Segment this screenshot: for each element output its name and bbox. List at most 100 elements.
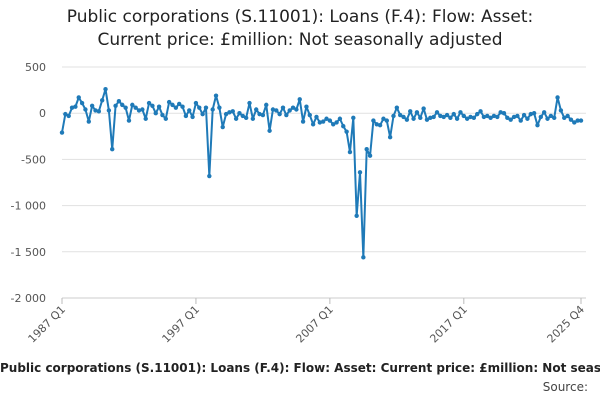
data-point xyxy=(280,105,286,110)
data-point xyxy=(354,213,359,218)
data-point xyxy=(367,153,373,158)
data-point xyxy=(327,118,333,123)
source-label: Source: xyxy=(542,380,588,394)
data-point xyxy=(140,107,145,112)
data-point xyxy=(511,114,517,120)
data-point xyxy=(565,113,570,119)
data-point xyxy=(518,118,523,123)
data-point xyxy=(213,93,219,98)
y-tick-label: -500 xyxy=(21,153,46,166)
data-series xyxy=(59,86,584,260)
data-point xyxy=(374,122,379,127)
data-point xyxy=(344,129,349,134)
data-point xyxy=(401,114,406,120)
data-point xyxy=(448,115,453,121)
data-point xyxy=(146,100,152,106)
data-point xyxy=(260,112,266,118)
data-point xyxy=(277,111,282,117)
data-point xyxy=(203,105,209,110)
data-point xyxy=(166,99,172,105)
data-point xyxy=(485,113,490,119)
data-point xyxy=(578,118,584,123)
data-point xyxy=(163,116,168,121)
data-point xyxy=(133,105,138,110)
data-point xyxy=(568,117,574,122)
data-point xyxy=(126,118,132,123)
y-tick-label: -2 000 xyxy=(11,292,46,305)
data-point xyxy=(180,104,185,109)
chart-title-line-1: Public corporations (S.11001): Loans (F.… xyxy=(66,7,534,27)
gridlines xyxy=(62,66,586,299)
data-point xyxy=(69,105,75,110)
data-point xyxy=(394,105,400,110)
data-point xyxy=(66,113,71,119)
y-tick-label: -1 000 xyxy=(11,200,46,213)
data-point xyxy=(264,102,269,108)
data-point xyxy=(508,117,513,122)
data-point xyxy=(217,105,222,110)
data-point xyxy=(136,108,142,113)
y-tick-label: 0 xyxy=(39,107,46,120)
data-point xyxy=(404,117,410,122)
data-point xyxy=(361,255,366,260)
data-point xyxy=(535,123,540,128)
data-point xyxy=(515,113,520,119)
data-point xyxy=(290,105,296,110)
data-point xyxy=(545,116,550,121)
data-point xyxy=(414,110,420,115)
data-point xyxy=(458,110,463,115)
data-point xyxy=(230,109,235,114)
data-point xyxy=(488,115,493,121)
data-point xyxy=(63,111,68,117)
data-point xyxy=(351,115,356,121)
data-point xyxy=(498,110,503,115)
data-point xyxy=(444,112,450,118)
data-point xyxy=(267,128,272,133)
chart-title-line-2: Current price: £million: Not seasonally … xyxy=(97,30,503,50)
data-point xyxy=(307,112,312,118)
data-point xyxy=(96,109,102,114)
data-point xyxy=(384,118,389,123)
data-point xyxy=(421,106,426,111)
data-point xyxy=(116,98,122,104)
data-point xyxy=(317,120,323,125)
data-point xyxy=(153,111,158,116)
x-tick-label: 1987 Q1 xyxy=(26,303,69,346)
data-point xyxy=(247,100,252,106)
data-point xyxy=(287,108,292,113)
data-point xyxy=(347,149,353,155)
data-point xyxy=(434,110,440,115)
data-point xyxy=(371,118,376,123)
data-point xyxy=(243,115,249,121)
data-point xyxy=(471,115,477,121)
data-point xyxy=(240,113,246,119)
data-point xyxy=(491,113,497,119)
data-point xyxy=(438,113,443,119)
data-point xyxy=(454,116,460,121)
data-point xyxy=(441,114,446,120)
data-point xyxy=(555,95,560,100)
data-point xyxy=(424,117,430,122)
data-point xyxy=(106,108,112,113)
data-point xyxy=(331,122,336,127)
data-point xyxy=(284,112,289,118)
data-point xyxy=(575,118,580,123)
data-point xyxy=(304,104,309,109)
data-point xyxy=(334,120,339,125)
data-point xyxy=(173,105,179,110)
data-point xyxy=(478,109,483,114)
data-point xyxy=(428,115,433,121)
data-point xyxy=(210,107,215,112)
series-caption: Public corporations (S.11001): Loans (F.… xyxy=(0,361,600,375)
data-point xyxy=(431,114,436,120)
data-point xyxy=(237,111,242,116)
data-point xyxy=(254,107,259,112)
data-point xyxy=(156,104,162,109)
data-point xyxy=(233,116,239,121)
data-point xyxy=(464,116,470,121)
x-tick-label: 1997 Q1 xyxy=(160,303,203,346)
data-point xyxy=(294,107,299,112)
data-point xyxy=(250,116,256,121)
data-point xyxy=(300,119,306,124)
